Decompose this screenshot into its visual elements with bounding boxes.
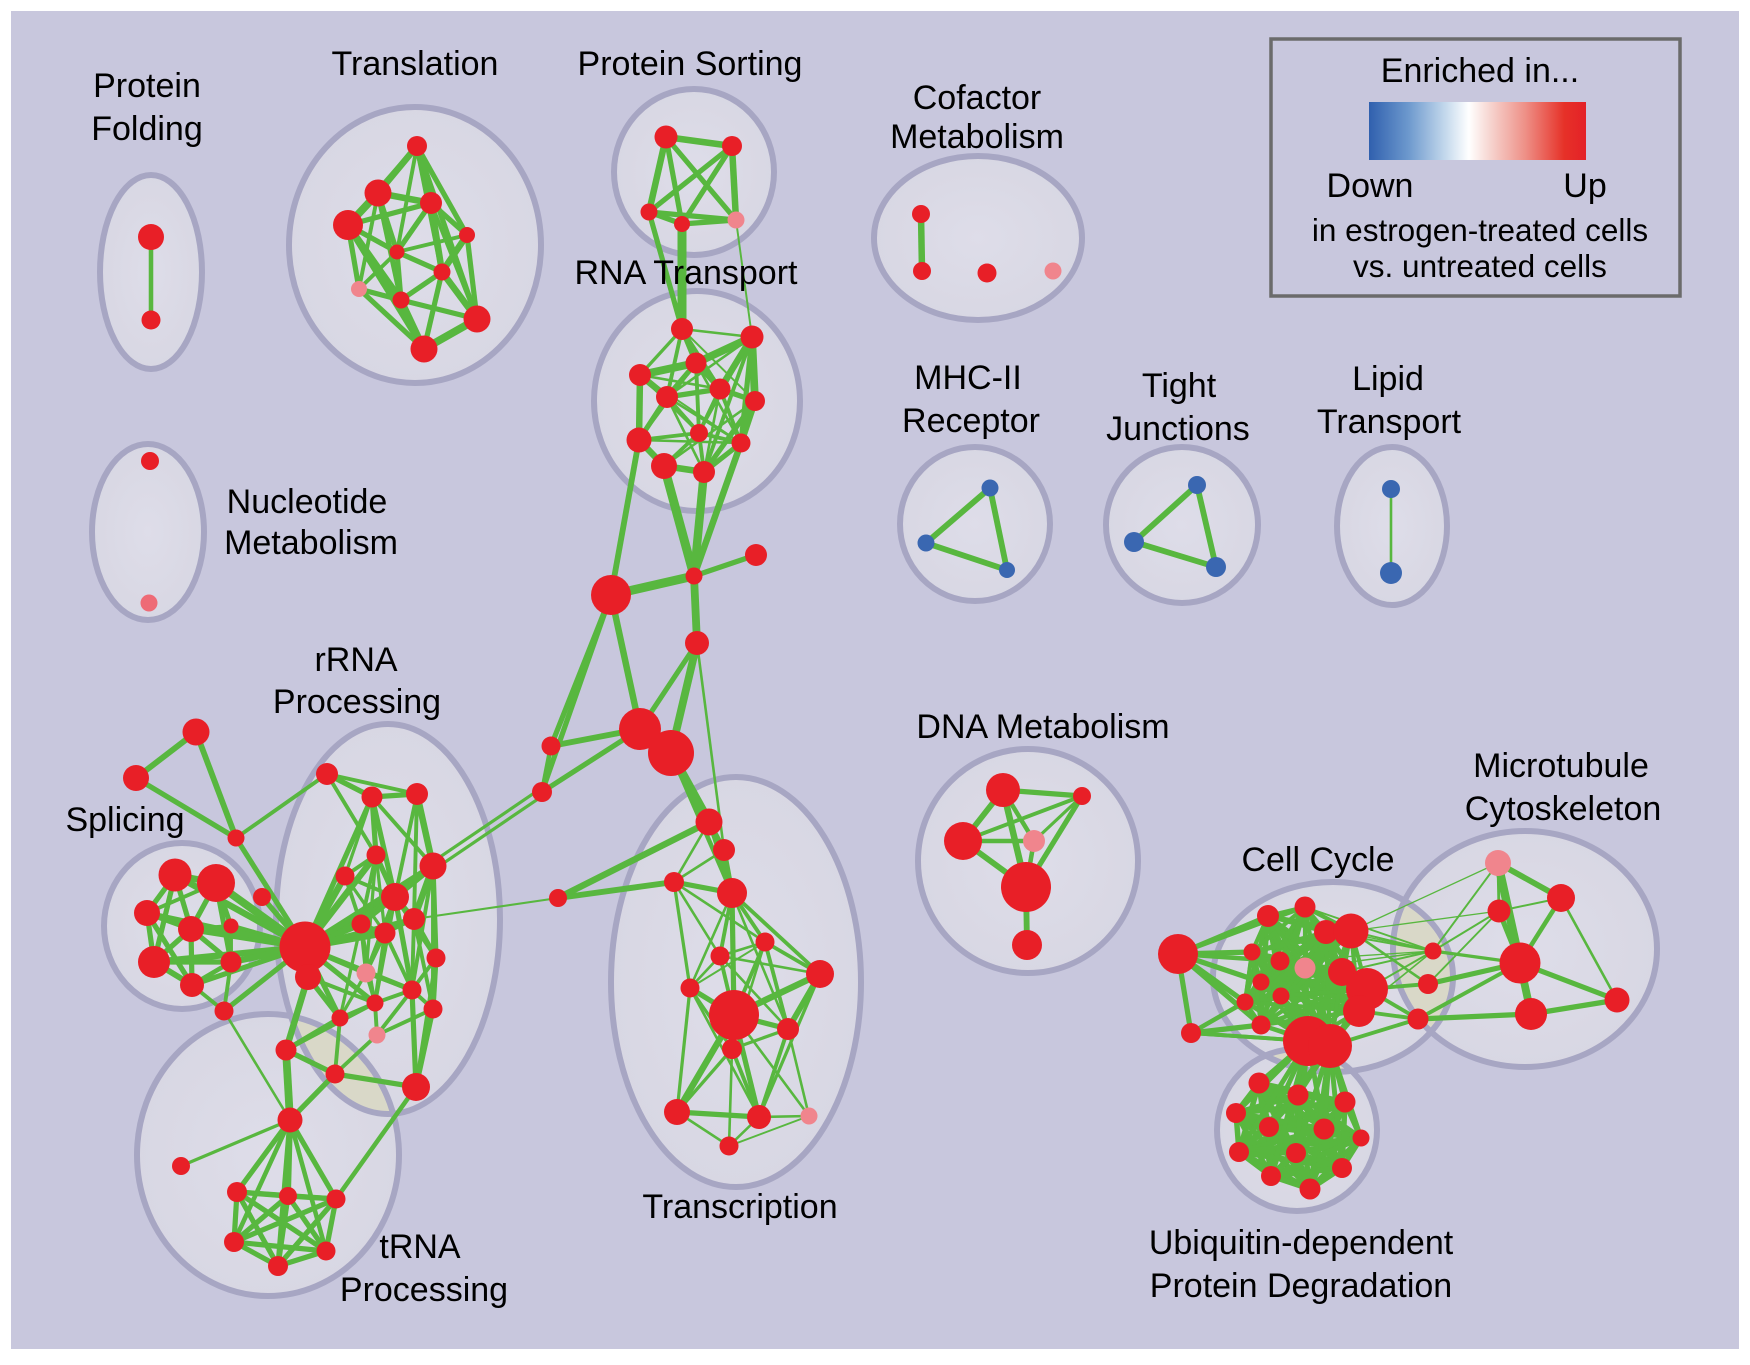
svg-text:Cytoskeleton: Cytoskeleton — [1465, 790, 1662, 828]
svg-text:Protein Degradation: Protein Degradation — [1150, 1267, 1452, 1305]
svg-text:Receptor: Receptor — [902, 402, 1040, 440]
svg-text:Lipid: Lipid — [1352, 360, 1424, 398]
svg-text:Metabolism: Metabolism — [890, 118, 1064, 156]
svg-text:Ubiquitin-dependent: Ubiquitin-dependent — [1149, 1224, 1454, 1262]
svg-text:vs. untreated cells: vs. untreated cells — [1353, 248, 1607, 284]
svg-text:RNA Transport: RNA Transport — [575, 254, 799, 292]
svg-text:Folding: Folding — [91, 110, 203, 148]
svg-text:MHC-II: MHC-II — [914, 359, 1022, 397]
svg-text:Transcription: Transcription — [642, 1188, 837, 1226]
svg-text:in estrogen-treated cells: in estrogen-treated cells — [1312, 212, 1648, 248]
svg-text:Protein Sorting: Protein Sorting — [578, 45, 803, 83]
svg-text:DNA Metabolism: DNA Metabolism — [916, 708, 1169, 746]
svg-text:Cell Cycle: Cell Cycle — [1241, 841, 1394, 879]
svg-text:Processing: Processing — [273, 683, 441, 721]
svg-text:tRNA: tRNA — [379, 1228, 461, 1266]
svg-text:Nucleotide: Nucleotide — [227, 483, 388, 521]
svg-text:rRNA: rRNA — [314, 641, 397, 679]
svg-text:Tight: Tight — [1142, 367, 1217, 405]
svg-text:Enriched in...: Enriched in... — [1381, 52, 1579, 90]
svg-text:Down: Down — [1327, 167, 1414, 205]
svg-text:Up: Up — [1563, 167, 1606, 205]
svg-text:Protein: Protein — [93, 67, 201, 105]
svg-text:Microtubule: Microtubule — [1473, 747, 1649, 785]
svg-text:Cofactor: Cofactor — [913, 79, 1042, 117]
svg-text:Splicing: Splicing — [65, 801, 184, 839]
svg-text:Processing: Processing — [340, 1271, 508, 1309]
svg-text:Junctions: Junctions — [1106, 410, 1250, 448]
svg-text:Metabolism: Metabolism — [224, 524, 398, 562]
svg-text:Translation: Translation — [332, 45, 499, 83]
svg-text:Transport: Transport — [1317, 403, 1462, 441]
